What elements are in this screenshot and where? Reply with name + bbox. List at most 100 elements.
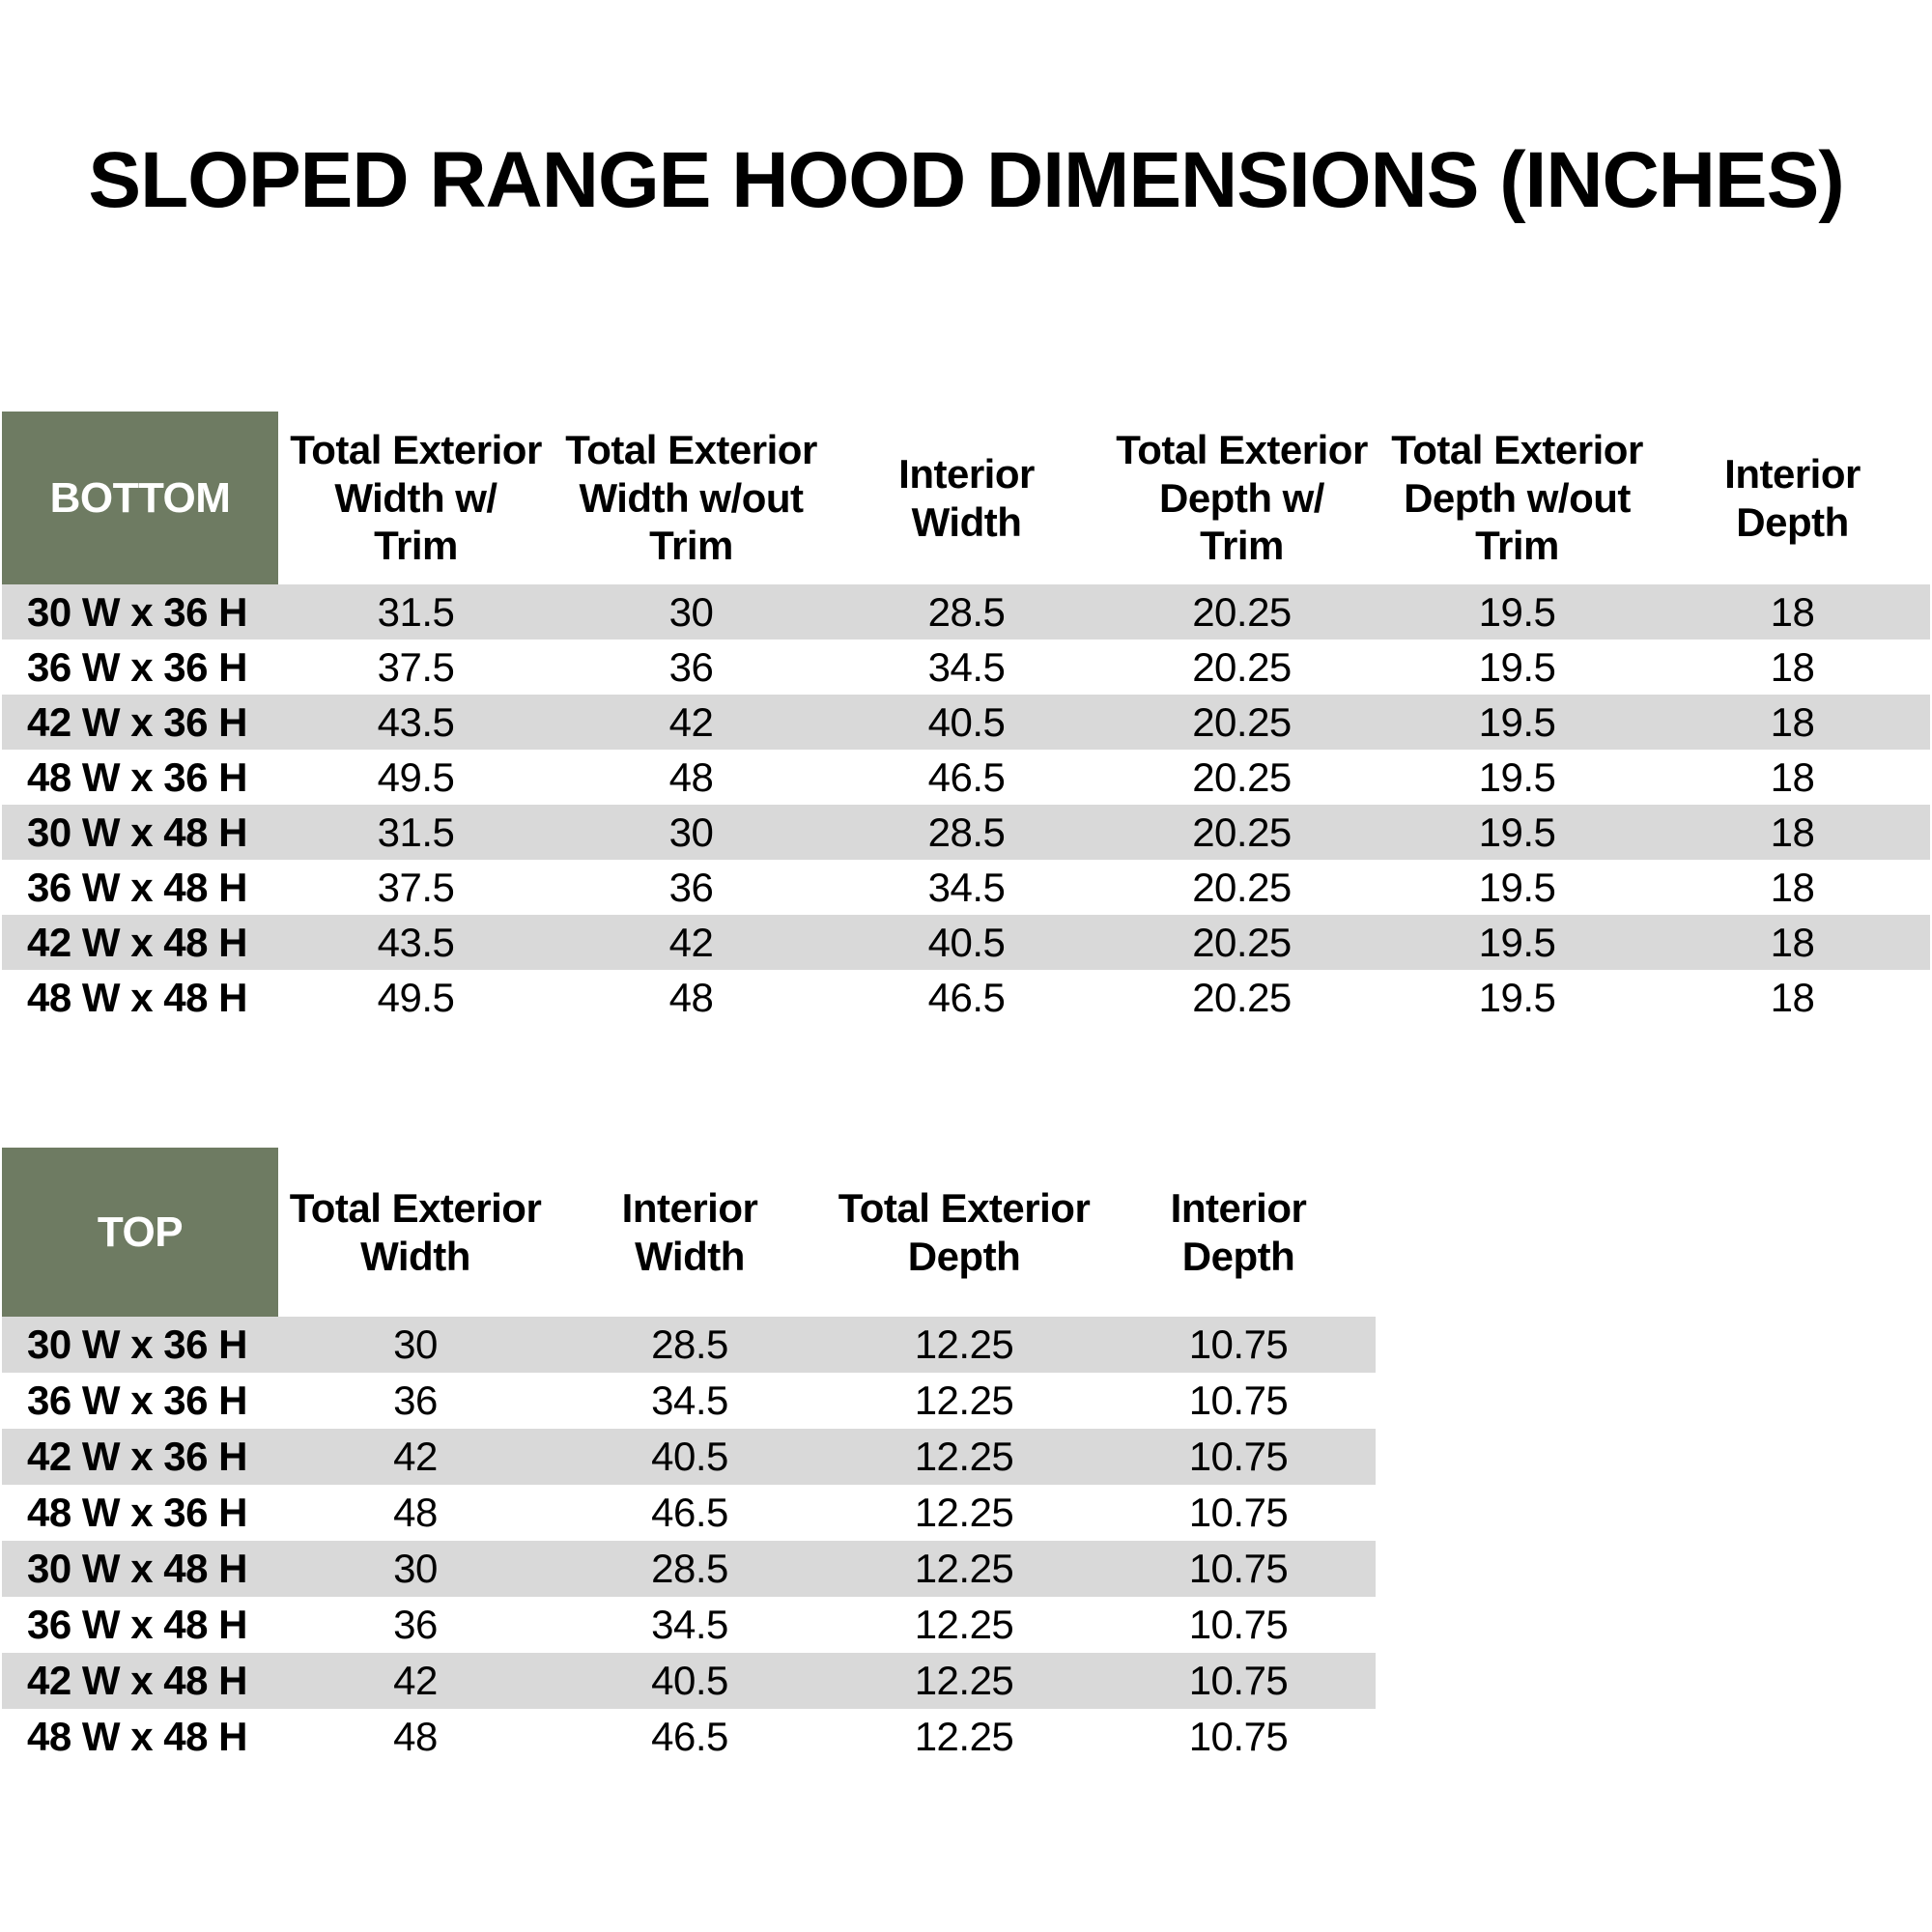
value-cell: 30: [393, 1546, 438, 1591]
value-cell: 19.5: [1478, 643, 1556, 690]
column-header-interior-width: Interior Width: [621, 1184, 758, 1279]
value-cell: 30: [393, 1321, 438, 1367]
value-cell: 10.75: [1188, 1378, 1289, 1423]
table-row: 30 W x 36 H 31.5 30 28.5 20.25 19.5 18: [2, 584, 1930, 639]
value-cell: 36: [668, 864, 714, 910]
column-header-interior-width: Interior Width: [898, 450, 1035, 545]
value-cell: 20.25: [1192, 643, 1292, 690]
value-cell: 34.5: [927, 643, 1006, 690]
value-cell: 40.5: [651, 1434, 728, 1479]
value-cell: 18: [1770, 753, 1815, 800]
value-cell: 34.5: [651, 1378, 728, 1423]
row-label: 36 W x 36 H: [27, 1378, 247, 1423]
top-table-body: 30 W x 36 H 30 28.5 12.25 10.75 36 W x 36 H 36…: [2, 1317, 1376, 1765]
table-row: 42 W x 48 H 43.5 42 40.5 20.25 19.5 18: [2, 915, 1930, 970]
table-row: 48 W x 48 H 49.5 48 46.5 20.25 19.5 18: [2, 970, 1930, 1025]
value-cell: 28.5: [927, 809, 1006, 855]
value-cell: 34.5: [927, 864, 1006, 910]
value-cell: 20.25: [1192, 919, 1292, 965]
value-cell: 42: [668, 919, 714, 965]
value-cell: 48: [668, 974, 714, 1020]
table-row: 36 W x 48 H 36 34.5 12.25 10.75: [2, 1597, 1376, 1653]
table-row: 30 W x 48 H 30 28.5 12.25 10.75: [2, 1541, 1376, 1597]
value-cell: 12.25: [914, 1602, 1014, 1647]
value-cell: 18: [1770, 698, 1815, 745]
row-label: 42 W x 36 H: [27, 1434, 247, 1479]
value-cell: 12.25: [914, 1490, 1014, 1535]
value-cell: 12.25: [914, 1546, 1014, 1591]
value-cell: 40.5: [651, 1658, 728, 1703]
bottom-table-body: 30 W x 36 H 31.5 30 28.5 20.25 19.5 18 36 W x 3…: [2, 584, 1930, 1025]
value-cell: 20.25: [1192, 974, 1292, 1020]
bottom-dimensions-table: BOTTOM Total Exterior Width w/ Trim Tota…: [2, 412, 1930, 1025]
value-cell: 42: [393, 1658, 438, 1703]
value-cell: 37.5: [377, 864, 455, 910]
bottom-table-header-row: BOTTOM Total Exterior Width w/ Trim Tota…: [2, 412, 1930, 584]
row-label: 48 W x 36 H: [27, 1490, 247, 1535]
value-cell: 49.5: [377, 974, 455, 1020]
value-cell: 36: [393, 1602, 438, 1647]
value-cell: 10.75: [1188, 1602, 1289, 1647]
value-cell: 12.25: [914, 1321, 1014, 1367]
value-cell: 42: [393, 1434, 438, 1479]
value-cell: 31.5: [377, 588, 455, 635]
column-header-total-exterior-width-wout-trim: Total Exterior Width w/out Trim: [565, 427, 817, 569]
top-table-corner-label: TOP: [2, 1148, 278, 1317]
value-cell: 19.5: [1478, 809, 1556, 855]
row-label: 30 W x 48 H: [27, 809, 247, 855]
value-cell: 19.5: [1478, 698, 1556, 745]
table-row: 36 W x 48 H 37.5 36 34.5 20.25 19.5 18: [2, 860, 1930, 915]
value-cell: 36: [668, 643, 714, 690]
value-cell: 48: [668, 753, 714, 800]
value-cell: 10.75: [1188, 1658, 1289, 1703]
value-cell: 20.25: [1192, 753, 1292, 800]
value-cell: 46.5: [927, 974, 1006, 1020]
table-row: 48 W x 48 H 48 46.5 12.25 10.75: [2, 1709, 1376, 1765]
column-header-interior-depth: Interior Depth: [1170, 1184, 1307, 1279]
column-header-total-exterior-depth-w-trim: Total Exterior Depth w/ Trim: [1116, 427, 1368, 569]
row-label: 30 W x 36 H: [27, 1321, 247, 1367]
value-cell: 18: [1770, 974, 1815, 1020]
value-cell: 37.5: [377, 643, 455, 690]
row-label: 42 W x 36 H: [27, 698, 247, 745]
row-label: 48 W x 48 H: [27, 1714, 247, 1759]
value-cell: 28.5: [651, 1546, 728, 1591]
value-cell: 20.25: [1192, 809, 1292, 855]
value-cell: 10.75: [1188, 1714, 1289, 1759]
row-label: 36 W x 48 H: [27, 864, 247, 910]
value-cell: 10.75: [1188, 1321, 1289, 1367]
value-cell: 34.5: [651, 1602, 728, 1647]
bottom-table-corner-label: BOTTOM: [2, 412, 278, 584]
column-header-total-exterior-depth: Total Exterior Depth: [838, 1184, 1091, 1279]
table-row: 42 W x 48 H 42 40.5 12.25 10.75: [2, 1653, 1376, 1709]
value-cell: 40.5: [927, 919, 1006, 965]
value-cell: 28.5: [927, 588, 1006, 635]
table-row: 42 W x 36 H 42 40.5 12.25 10.75: [2, 1429, 1376, 1485]
column-header-total-exterior-width: Total Exterior Width: [289, 1184, 542, 1279]
value-cell: 43.5: [377, 698, 455, 745]
value-cell: 28.5: [651, 1321, 728, 1367]
value-cell: 18: [1770, 809, 1815, 855]
table-row: 48 W x 36 H 48 46.5 12.25 10.75: [2, 1485, 1376, 1541]
top-table-header-row: TOP Total Exterior Width Interior Width …: [2, 1148, 1376, 1317]
value-cell: 43.5: [377, 919, 455, 965]
value-cell: 20.25: [1192, 588, 1292, 635]
value-cell: 19.5: [1478, 864, 1556, 910]
column-header-total-exterior-width-w-trim: Total Exterior Width w/ Trim: [290, 427, 542, 569]
table-row: 36 W x 36 H 37.5 36 34.5 20.25 19.5 18: [2, 639, 1930, 695]
column-header-interior-depth: Interior Depth: [1724, 450, 1861, 545]
value-cell: 30: [668, 809, 714, 855]
table-row: 42 W x 36 H 43.5 42 40.5 20.25 19.5 18: [2, 695, 1930, 750]
value-cell: 20.25: [1192, 698, 1292, 745]
value-cell: 46.5: [651, 1714, 728, 1759]
value-cell: 18: [1770, 643, 1815, 690]
column-header-total-exterior-depth-wout-trim: Total Exterior Depth w/out Trim: [1391, 427, 1643, 569]
row-label: 48 W x 36 H: [27, 753, 247, 800]
value-cell: 19.5: [1478, 753, 1556, 800]
value-cell: 49.5: [377, 753, 455, 800]
value-cell: 36: [393, 1378, 438, 1423]
row-label: 30 W x 48 H: [27, 1546, 247, 1591]
value-cell: 48: [393, 1490, 438, 1535]
value-cell: 12.25: [914, 1378, 1014, 1423]
row-label: 36 W x 36 H: [27, 643, 247, 690]
